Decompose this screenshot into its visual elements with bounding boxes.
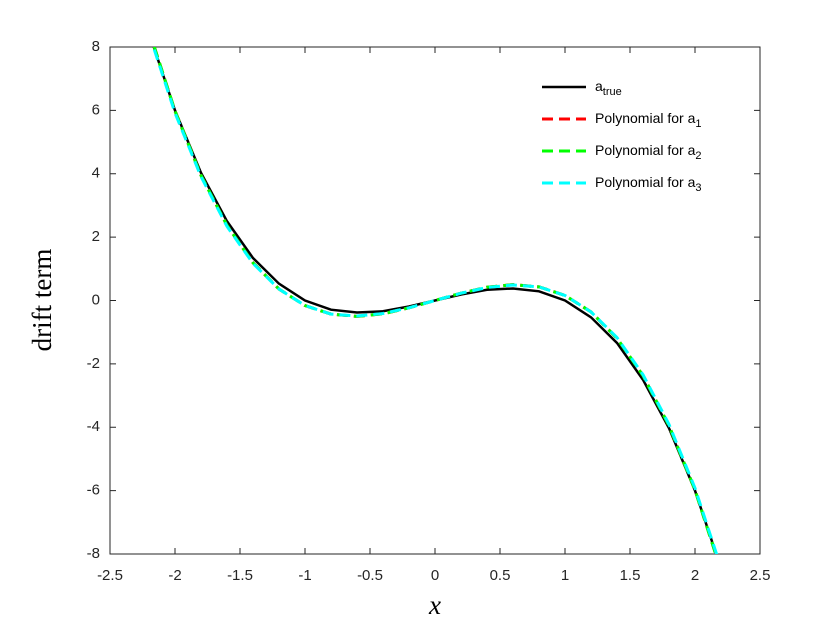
x-axis-label: x: [428, 590, 441, 620]
x-tick-label: 0.5: [490, 567, 511, 584]
y-axis-label: drift term: [27, 249, 57, 352]
y-tick-label: 4: [92, 165, 100, 182]
x-tick-label: -2: [168, 567, 181, 584]
x-tick-label: -1.5: [227, 567, 253, 584]
x-tick-label: 1.5: [620, 567, 641, 584]
series-line: [151, 47, 719, 554]
y-tick-label: 8: [92, 38, 100, 55]
y-tick-label: 0: [92, 291, 100, 308]
x-tick-label: 0: [431, 567, 439, 584]
x-tick-label: -2.5: [97, 567, 123, 584]
x-tick-label: -1: [298, 567, 311, 584]
legend-label: Polynomial for a2: [595, 142, 702, 162]
legend-label: Polynomial for a1: [595, 110, 702, 130]
legend-label: atrue: [595, 78, 622, 98]
y-tick-label: -4: [87, 418, 100, 435]
lines: [151, 47, 719, 554]
y-tick-label: -8: [87, 545, 100, 562]
x-tick-label: -0.5: [357, 567, 383, 584]
x-tick-label: 1: [561, 567, 569, 584]
y-tick-label: 6: [92, 101, 100, 118]
y-tick-label: -2: [87, 355, 100, 372]
y-tick-label: 2: [92, 228, 100, 245]
series-line: [152, 47, 718, 554]
y-tick-label: -6: [87, 482, 100, 499]
legend: atrue Polynomial for a1 Polynomial for a2 P…: [542, 78, 702, 194]
x-tick-label: 2.5: [750, 567, 771, 584]
x-tick-label: 2: [691, 567, 699, 584]
legend-label: Polynomial for a3: [595, 174, 702, 194]
